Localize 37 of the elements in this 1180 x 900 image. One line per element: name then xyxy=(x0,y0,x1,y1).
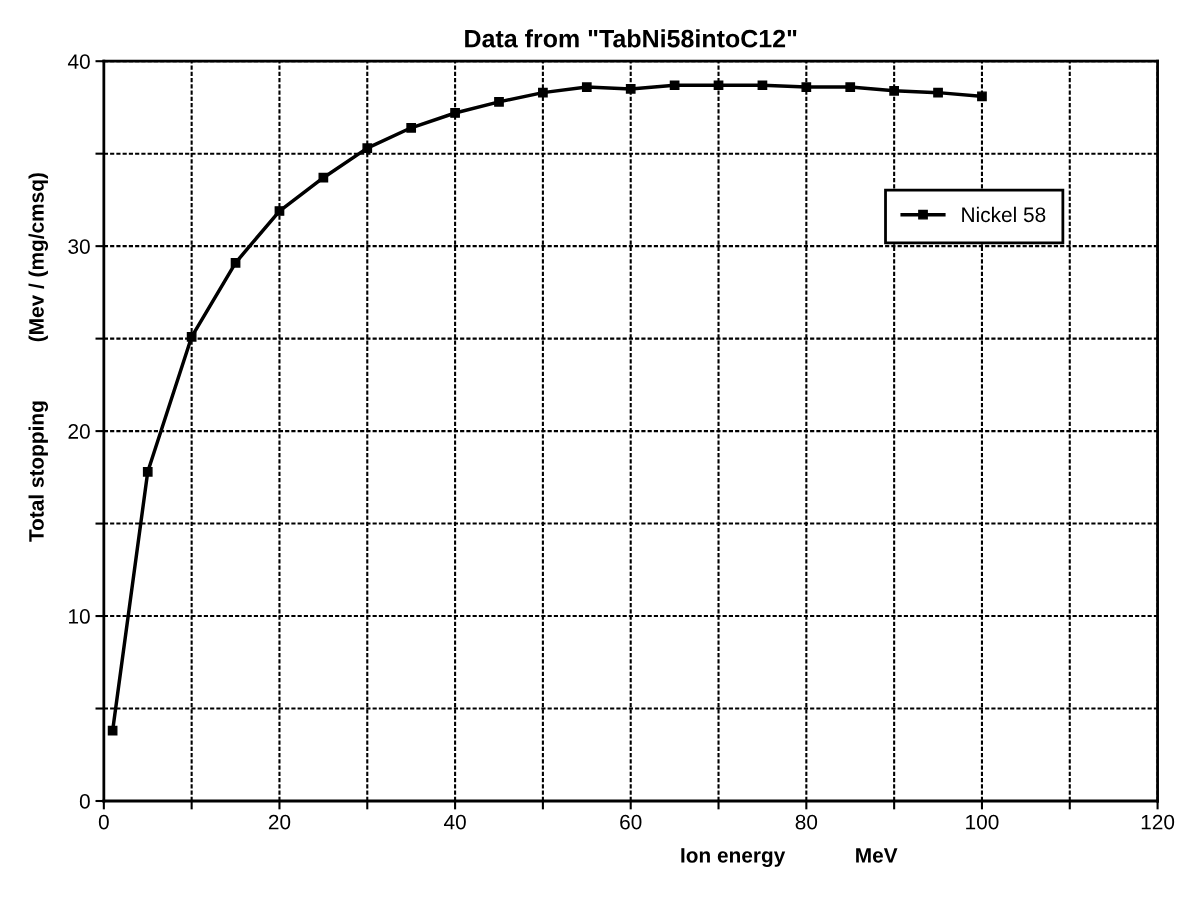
point xyxy=(274,206,285,216)
y-axis-title: Total stopping (Mev / (mg/cmsq) xyxy=(28,173,49,542)
point xyxy=(538,87,548,98)
point xyxy=(318,172,329,183)
x-tick-label: 120 xyxy=(1141,814,1175,830)
point xyxy=(107,725,118,736)
point xyxy=(230,257,241,268)
point xyxy=(669,80,680,91)
x-tick-label: 100 xyxy=(966,814,999,830)
point xyxy=(977,91,987,102)
point xyxy=(494,97,504,107)
point xyxy=(933,87,943,98)
x-tick-label: 20 xyxy=(268,814,291,830)
x-tick-label: 80 xyxy=(795,814,818,830)
point xyxy=(713,80,724,91)
point xyxy=(889,85,900,96)
point xyxy=(581,82,592,92)
point xyxy=(801,82,812,92)
legend-label: Nickel 58 xyxy=(962,206,1046,223)
y-tick-label: 30 xyxy=(68,239,90,254)
x-tick-label: 40 xyxy=(443,814,466,830)
chart-title: Data from "TabNi58intoC12" xyxy=(465,29,797,48)
x-tick-label: 0 xyxy=(98,814,109,830)
point xyxy=(450,108,460,118)
point xyxy=(757,80,768,91)
point xyxy=(142,466,153,477)
y-tick-label: 20 xyxy=(68,424,90,439)
y-tick-label: 0 xyxy=(79,794,90,809)
point xyxy=(625,84,636,94)
y-tick-label: 40 xyxy=(67,54,90,69)
point xyxy=(406,122,417,133)
point xyxy=(186,331,197,342)
point xyxy=(845,82,856,92)
x-tick-label: 60 xyxy=(620,814,642,830)
point xyxy=(362,143,373,153)
x-axis-title: Ion energy MeV xyxy=(681,848,898,867)
y-tick-label: 10 xyxy=(69,609,90,624)
